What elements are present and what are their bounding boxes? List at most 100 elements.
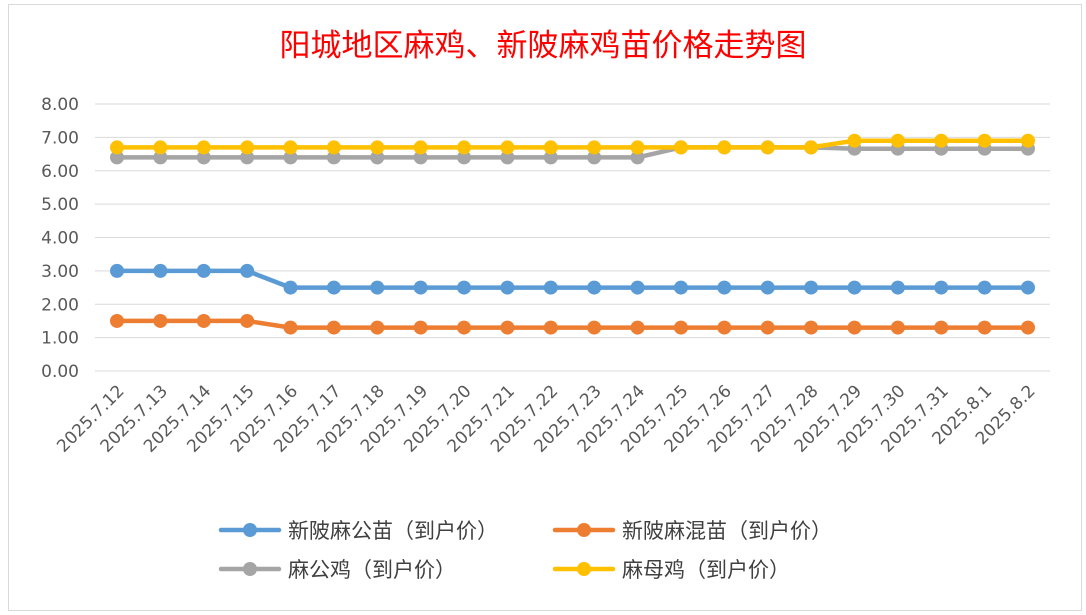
data-point: [760, 320, 775, 335]
legend-label: 新陂麻公苗（到户价）: [288, 519, 498, 543]
data-point: [413, 280, 428, 295]
data-point: [240, 313, 255, 328]
data-point: [760, 140, 775, 155]
legend-label: 麻公鸡（到户价）: [288, 558, 456, 582]
data-point: [413, 140, 428, 155]
data-point: [457, 150, 472, 165]
data-point: [587, 320, 602, 335]
data-point: [326, 280, 341, 295]
y-tick-label: 8.00: [41, 95, 79, 115]
legend-swatch-marker: [243, 562, 257, 576]
data-point: [110, 313, 124, 328]
data-point: [934, 320, 949, 335]
data-point: [240, 150, 255, 165]
data-point: [977, 133, 992, 148]
data-point: [457, 280, 472, 295]
data-point: [587, 280, 602, 295]
data-point: [543, 320, 558, 335]
y-axis-ticks: 0.00 1.00 2.00 3.00 4.00 5.00 6.00 7.00 8.00: [41, 95, 79, 382]
legend-swatch-marker: [577, 562, 591, 576]
data-point: [413, 150, 428, 165]
x-axis-ticks: 2025.7.122025.7.132025.7.142025.7.152025…: [53, 381, 1039, 456]
data-point: [153, 263, 168, 278]
data-point: [196, 263, 211, 278]
data-point: [500, 140, 515, 155]
data-point: [804, 280, 819, 295]
chart-frame: [8, 4, 1082, 611]
data-point: [1021, 320, 1035, 335]
data-point: [890, 133, 905, 148]
data-point: [630, 140, 645, 155]
data-point: [153, 150, 168, 165]
data-point: [240, 263, 255, 278]
series-1: [110, 263, 1035, 295]
data-point: [760, 280, 775, 295]
legend-item: 麻公鸡（到户价）: [218, 558, 456, 582]
data-point: [457, 140, 472, 155]
data-point: [370, 150, 385, 165]
y-tick-label: 3.00: [41, 262, 79, 282]
data-point: [934, 280, 949, 295]
y-tick-label: 1.00: [41, 329, 79, 349]
data-point: [500, 280, 515, 295]
data-point: [196, 313, 211, 328]
y-tick-label: 4.00: [41, 229, 79, 249]
data-point: [804, 320, 819, 335]
data-point: [543, 150, 558, 165]
data-point: [717, 280, 732, 295]
data-point: [110, 140, 124, 155]
data-point: [630, 280, 645, 295]
data-point: [283, 320, 298, 335]
y-tick-label: 0.00: [41, 362, 79, 382]
data-point: [153, 313, 168, 328]
data-point: [717, 320, 732, 335]
data-point: [1021, 280, 1035, 295]
data-point: [977, 320, 992, 335]
data-point: [630, 150, 645, 165]
data-point: [500, 320, 515, 335]
data-point: [847, 280, 862, 295]
data-point: [283, 280, 298, 295]
data-point: [370, 320, 385, 335]
series-line: [114, 268, 1031, 290]
data-point: [543, 140, 558, 155]
series-4: [110, 133, 1035, 155]
legend-label: 麻母鸡（到户价）: [622, 558, 790, 582]
chart-title: 阳城地区麻鸡、新陂麻鸡苗价格走势图: [280, 28, 807, 64]
data-point: [847, 133, 862, 148]
data-point: [110, 150, 124, 165]
legend-swatch-marker: [243, 523, 257, 537]
data-point: [110, 263, 124, 278]
y-tick-label: 7.00: [41, 128, 79, 148]
data-point: [370, 140, 385, 155]
data-point: [934, 133, 949, 148]
data-point: [500, 150, 515, 165]
data-point: [587, 150, 602, 165]
series-2: [110, 313, 1035, 335]
legend-swatch-marker: [577, 523, 591, 537]
data-point: [890, 280, 905, 295]
y-tick-label: 2.00: [41, 295, 79, 315]
data-point: [283, 150, 298, 165]
data-point: [457, 320, 472, 335]
legend-item: 麻母鸡（到户价）: [552, 558, 790, 582]
data-point: [804, 140, 819, 155]
data-point: [673, 320, 688, 335]
series-layer: [110, 133, 1035, 335]
y-tick-label: 5.00: [41, 195, 79, 215]
data-point: [847, 320, 862, 335]
data-point: [196, 150, 211, 165]
data-point: [890, 320, 905, 335]
data-point: [326, 140, 341, 155]
data-point: [543, 280, 558, 295]
data-point: [717, 140, 732, 155]
data-point: [977, 280, 992, 295]
data-point: [587, 140, 602, 155]
legend-item: 新陂麻公苗（到户价）: [218, 519, 498, 543]
gridlines: [95, 103, 1050, 372]
data-point: [673, 140, 688, 155]
data-point: [283, 140, 298, 155]
legend: 新陂麻公苗（到户价） 新陂麻混苗（到户价） 麻公鸡（到户价） 麻母鸡（到户价）: [218, 519, 832, 582]
data-point: [673, 280, 688, 295]
